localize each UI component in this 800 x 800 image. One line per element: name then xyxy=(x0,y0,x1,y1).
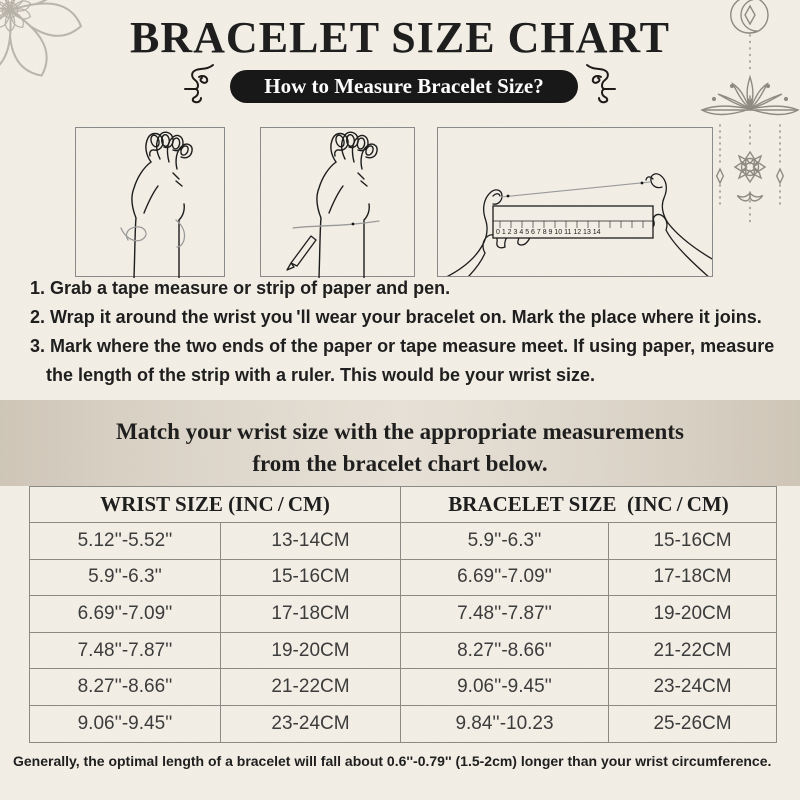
svg-text:0 1 2 3 4 5 6 7 8 9 10 11 12 1: 0 1 2 3 4 5 6 7 8 9 10 11 12 13 14 xyxy=(496,229,601,236)
svg-text:How to Measure Bracelet Size?: How to Measure Bracelet Size? xyxy=(264,74,544,98)
